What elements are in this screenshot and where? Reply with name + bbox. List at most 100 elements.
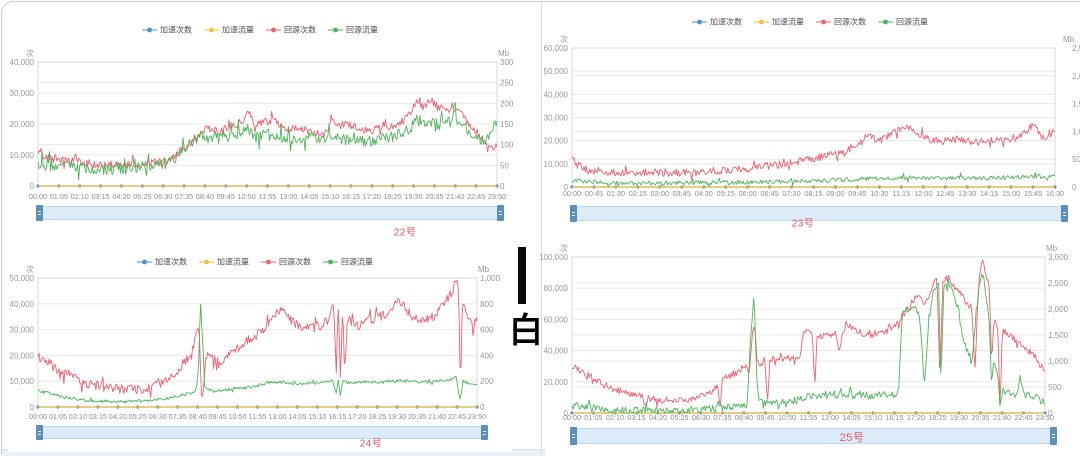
right-axis-tick: 200 [500,99,514,108]
x-axis-tick: 20:35 [408,412,426,421]
legend-marker-icon [137,259,152,265]
right-axis-tick: 600 [480,326,494,335]
scrollbar-handle-right[interactable] [481,425,488,440]
x-axis-tick: 13:00 [268,412,286,421]
legend-item-4[interactable]: 回源流量 [328,25,378,36]
x-axis-tick: 10:30 [870,189,888,198]
legend-item-2[interactable]: 加速流量 [199,257,249,268]
x-axis-tick: 03:15 [89,412,107,421]
x-axis-tick: 19:30 [388,412,406,421]
legend-item-4[interactable]: 回源流量 [323,257,373,268]
left-axis-tick: 30,000 [10,326,35,335]
left-axis-tick: 20,000 [544,378,569,387]
legend-item-1[interactable]: 加速次数 [137,257,187,268]
x-axis-tick: 07:35 [175,192,193,201]
x-axis-tick: 06:00 [739,189,757,198]
left-axis-title: 次 [26,48,34,58]
legend-label: 回源次数 [834,17,866,27]
x-axis-tick: 18:25 [384,192,402,201]
datazoom-scrollbar[interactable] [36,205,504,221]
chart-legend: 加速次数 加速流量 回源次数 回源流量 [142,25,378,36]
legend-item-2[interactable]: 加速流量 [204,25,254,36]
scrollbar-handle-left[interactable] [36,205,43,221]
date-label-24号: 24号 [359,438,383,450]
x-axis-tick: 04:20 [112,192,130,201]
scrollbar-handle-right[interactable] [497,205,504,221]
legend-marker-icon [754,19,769,25]
scrollbar-handle-right[interactable] [1061,205,1068,222]
right-axis-tick: 800 [480,300,494,309]
x-axis-tick: 15:45 [1024,189,1042,198]
left-axis-tick: 50,000 [10,274,35,283]
x-axis-tick: 17:20 [907,413,925,422]
datazoom-scrollbar[interactable] [570,205,1068,222]
x-axis-tick: 11:55 [259,192,277,201]
legend-item-3[interactable]: 回源次数 [266,25,316,36]
left-axis-tick: 20,000 [10,120,35,129]
right-axis-tick: 0 [1072,183,1077,192]
x-axis-tick: 02:10 [71,192,89,201]
x-axis-tick: 07:35 [713,413,731,422]
x-axis-tick: 18:25 [368,412,386,421]
legend-label: 回源流量 [346,25,378,35]
legend-marker-icon [878,19,893,25]
scrollbar-handle-right[interactable] [1050,427,1057,445]
legend-label: 加速流量 [772,17,804,27]
x-axis-tick: 06:45 [760,189,778,198]
date-label-25号: 25号 [839,432,865,444]
x-axis-tick: 08:15 [804,189,822,198]
legend-marker-icon [204,27,219,33]
left-axis-tick: 0 [30,403,35,412]
left-axis-tick: 40,000 [544,347,569,356]
x-axis-tick: 11:55 [800,413,818,422]
chart-plot-25号: 100,000 80,000 60,000 40,000 20,000 0 3,000 2,5… [539,243,1068,422]
legend-label: 回源流量 [896,17,928,27]
chart-legend: 加速次数 加速流量 回源次数 回源流量 [137,257,373,268]
legend-label: 回源次数 [284,25,316,35]
x-axis-tick: 03:00 [651,189,669,198]
x-axis-tick: 09:45 [217,192,235,201]
x-axis-tick: 11:55 [249,412,267,421]
x-axis-tick: 17:20 [348,412,366,421]
x-axis-tick: 10:50 [778,413,796,422]
x-axis-tick: 05:15 [717,189,735,198]
x-axis-tick: 00:00 [29,412,47,421]
legend-label: 加速流量 [222,25,254,35]
x-axis-tick: 13:30 [958,189,976,198]
scrollbar-handle-left[interactable] [36,425,43,440]
scrollbar-handle-left[interactable] [570,205,577,222]
x-axis-tick: 15:00 [1002,189,1020,198]
chart-plot-23号: 60,000 50,000 40,000 30,000 20,000 10,000 0 2,5… [544,34,1080,198]
x-axis-tick: 02:15 [629,189,647,198]
legend-item-2[interactable]: 加速流量 [754,17,804,28]
legend-marker-icon [199,259,214,265]
x-axis-tick: 23:50 [488,192,506,201]
x-axis-tick: 03:15 [627,413,645,422]
x-axis-tick: 05:25 [670,413,688,422]
right-axis-tick: 0 [480,403,485,412]
right-axis-tick: 300 [500,58,514,67]
legend-marker-icon [692,19,707,25]
legend-item-3[interactable]: 回源次数 [261,257,311,268]
x-axis-tick: 07:30 [782,189,800,198]
column-divider [541,2,542,454]
x-axis-tick: 08:40 [735,413,753,422]
scrollbar-handle-left[interactable] [570,427,577,445]
x-axis-tick: 15:10 [308,412,326,421]
legend-item-4[interactable]: 回源流量 [878,17,928,28]
right-axis-tick: 250 [500,79,514,88]
datazoom-scrollbar[interactable] [36,425,488,440]
overlay-black-bar [518,247,526,304]
datazoom-scrollbar[interactable] [570,427,1057,445]
chart-card-23号: 加速次数 加速流量 回源次数 回源流量 60,000 50,000 40,000 30,000… [544,5,1080,222]
legend-label: 加速次数 [160,25,192,35]
legend-item-1[interactable]: 加速次数 [142,25,192,36]
legend-item-3[interactable]: 回源次数 [816,17,866,28]
x-axis-tick: 09:45 [848,189,866,198]
legend-item-1[interactable]: 加速次数 [692,17,742,28]
x-axis-tick: 22:45 [1014,413,1032,422]
x-axis-tick: 03:45 [673,189,691,198]
right-axis-tick: 200 [480,377,494,386]
x-axis-tick: 09:45 [756,413,774,422]
